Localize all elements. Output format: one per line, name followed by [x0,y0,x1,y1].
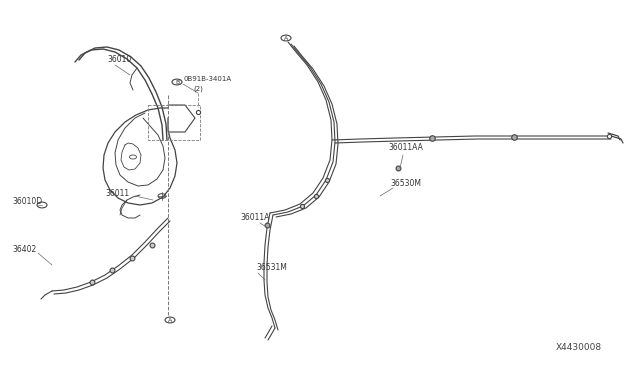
Text: 36011A: 36011A [240,214,269,222]
Text: 0B91B-3401A: 0B91B-3401A [183,76,231,82]
Text: X4430008: X4430008 [556,343,602,353]
Text: 36530M: 36530M [390,179,421,187]
Text: A: A [168,317,172,323]
Text: (2): (2) [193,86,203,92]
Text: 36402: 36402 [12,246,36,254]
Text: 36010: 36010 [107,55,131,64]
Text: 36011: 36011 [105,189,129,199]
Text: A: A [284,35,288,41]
Text: 36010D: 36010D [12,198,42,206]
Text: 36011AA: 36011AA [388,144,423,153]
Text: B: B [175,80,179,84]
Text: 36531M: 36531M [256,263,287,273]
